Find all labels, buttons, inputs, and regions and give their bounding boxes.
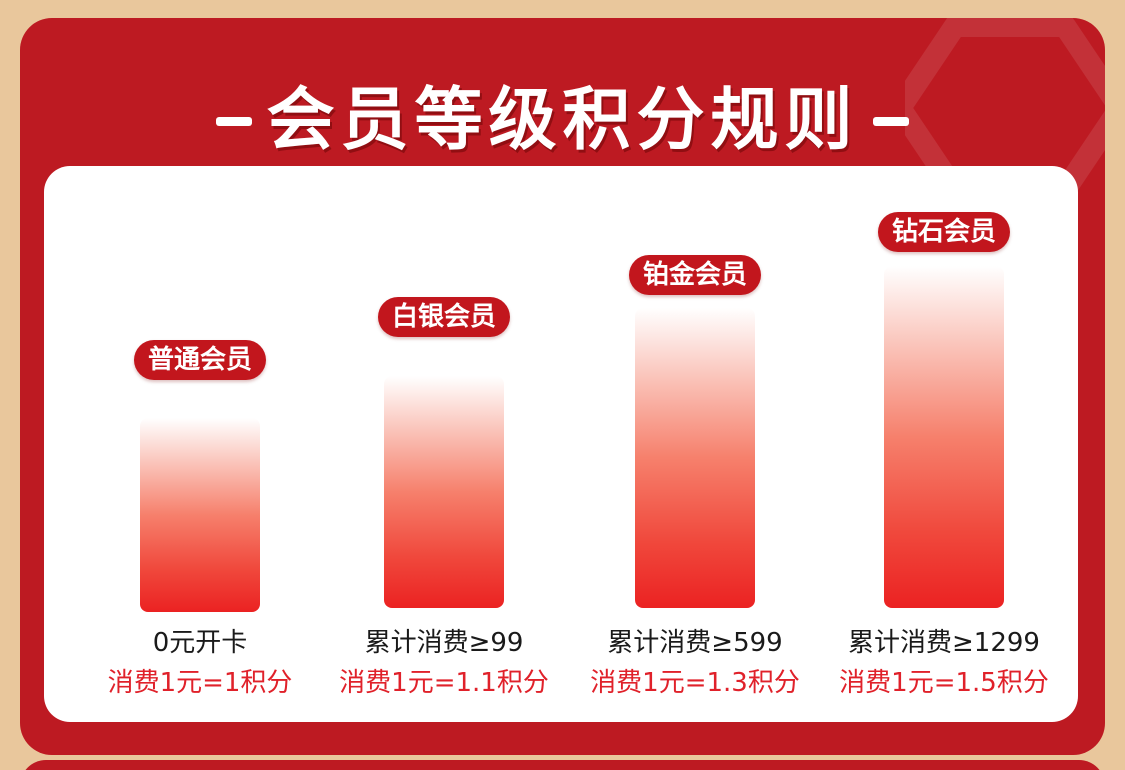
next-section-edge — [20, 760, 1105, 770]
title-dash-right — [872, 116, 909, 126]
tier-points-rate: 消费1元=1.5积分 — [839, 668, 1049, 698]
tier-requirement: 累计消费≥1299 — [848, 628, 1040, 658]
tiers-panel: 普通会员 0元开卡 消费1元=1积分 白银会员 累计消费≥99 消费1元=1.1… — [44, 166, 1078, 722]
tier-requirement: 累计消费≥599 — [607, 628, 783, 658]
tier-points-rate: 消费1元=1积分 — [107, 668, 293, 698]
page-title: 会员等级积分规则 — [266, 81, 859, 160]
tier-bar — [140, 418, 260, 612]
membership-rules-card: 会员等级积分规则 普通会员 0元开卡 消费1元=1积分 白银会员 累计消费≥99… — [20, 18, 1105, 755]
tier-requirement: 0元开卡 — [152, 628, 248, 658]
tier-platinum: 铂金会员 累计消费≥599 消费1元=1.3积分 — [580, 166, 810, 722]
tier-points-rate: 消费1元=1.1积分 — [339, 668, 549, 698]
tier-badge: 普通会员 — [133, 340, 267, 380]
tier-bar — [635, 308, 755, 608]
tier-bar — [384, 376, 504, 608]
tier-bar — [884, 266, 1004, 608]
tier-badge: 钻石会员 — [877, 212, 1011, 252]
tier-badge: 白银会员 — [377, 297, 511, 337]
tier-points-rate: 消费1元=1.3积分 — [590, 668, 800, 698]
tier-requirement: 累计消费≥99 — [364, 628, 524, 658]
page-title-row: 会员等级积分规则 — [20, 76, 1105, 166]
tier-regular: 普通会员 0元开卡 消费1元=1积分 — [85, 166, 315, 722]
title-dash-left — [216, 116, 253, 126]
tier-silver: 白银会员 累计消费≥99 消费1元=1.1积分 — [329, 166, 559, 722]
tier-diamond: 钻石会员 累计消费≥1299 消费1元=1.5积分 — [829, 166, 1059, 722]
tier-badge: 铂金会员 — [628, 255, 762, 295]
